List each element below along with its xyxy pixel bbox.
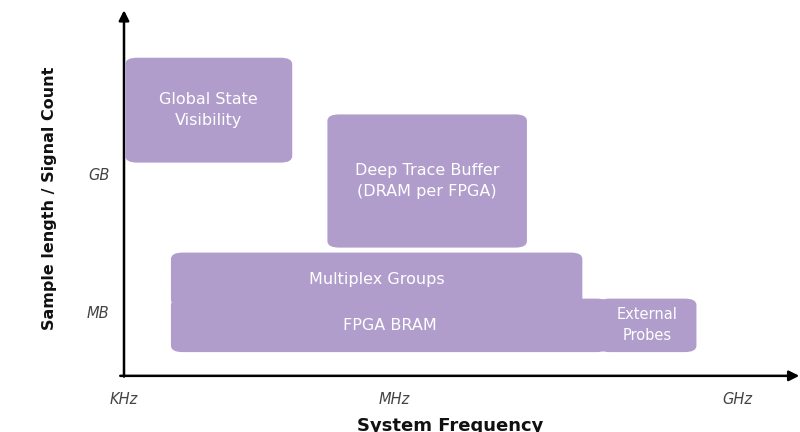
Text: MB: MB (87, 306, 110, 321)
FancyBboxPatch shape (171, 253, 582, 306)
Text: External
Probes: External Probes (617, 307, 678, 343)
FancyBboxPatch shape (327, 114, 527, 248)
FancyBboxPatch shape (598, 299, 697, 352)
FancyBboxPatch shape (171, 299, 609, 352)
Text: Sample length / Signal Count: Sample length / Signal Count (42, 67, 57, 330)
Text: MHz: MHz (379, 392, 410, 407)
Text: GB: GB (88, 168, 110, 183)
Text: KHz: KHz (110, 392, 138, 407)
Text: Global State
Visibility: Global State Visibility (159, 92, 258, 128)
Text: Multiplex Groups: Multiplex Groups (309, 272, 445, 287)
Text: FPGA BRAM: FPGA BRAM (343, 318, 437, 333)
Text: System Frequency: System Frequency (357, 416, 543, 432)
FancyBboxPatch shape (126, 58, 292, 162)
Text: GHz: GHz (722, 392, 752, 407)
Text: Deep Trace Buffer
(DRAM per FPGA): Deep Trace Buffer (DRAM per FPGA) (355, 163, 499, 199)
